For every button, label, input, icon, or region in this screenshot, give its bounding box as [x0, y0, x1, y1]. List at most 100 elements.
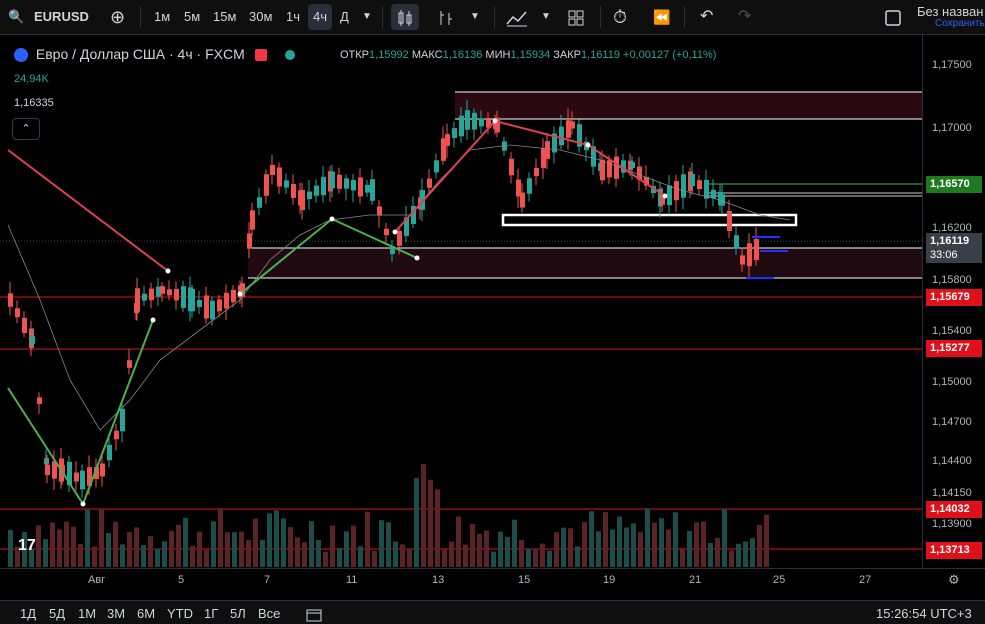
- candle-body: [257, 197, 262, 208]
- candle-body: [614, 156, 619, 179]
- timeframe-1m[interactable]: 1м: [154, 9, 171, 24]
- volume-bar: [281, 518, 286, 567]
- volume-bar: [498, 531, 503, 567]
- candle-body: [291, 183, 296, 199]
- candle-body: [411, 206, 416, 224]
- candle-body: [80, 470, 85, 490]
- tradingview-logo[interactable]: 17: [18, 537, 36, 554]
- range-1m[interactable]: 1М: [78, 606, 97, 621]
- alert-clock-icon[interactable]: ⏱: [613, 7, 628, 27]
- volume-bar: [722, 508, 727, 567]
- timeframe-5m[interactable]: 5м: [184, 9, 201, 24]
- redo-icon[interactable]: ↷: [738, 8, 752, 25]
- volume-bar: [190, 545, 195, 567]
- timeframe-15m[interactable]: 15м: [213, 9, 237, 24]
- range-5y[interactable]: 5Л: [230, 606, 246, 621]
- volume-bar: [57, 529, 62, 567]
- volume-bar: [211, 521, 216, 567]
- time-axis[interactable]: [0, 568, 985, 595]
- timeframe-30m[interactable]: 30м: [249, 9, 273, 24]
- range-3m[interactable]: 3М: [107, 606, 126, 621]
- candle-body: [307, 191, 312, 200]
- volume-bar: [197, 531, 202, 567]
- range-all[interactable]: Все: [258, 606, 281, 621]
- chevron-down-icon[interactable]: ▼: [362, 11, 372, 22]
- bars-icon[interactable]: [436, 4, 454, 30]
- range-ytd[interactable]: YTD: [167, 606, 193, 621]
- date-range-icon[interactable]: [306, 606, 322, 622]
- time-tick: 19: [603, 574, 616, 586]
- indicators-icon[interactable]: [506, 4, 528, 30]
- volume-bar: [106, 533, 111, 567]
- layout-grid-icon[interactable]: [567, 4, 585, 30]
- open-value: 1,15992: [369, 49, 409, 61]
- low-value: 1,15934: [510, 49, 551, 61]
- settings-gear-icon[interactable]: ⚙: [948, 572, 960, 587]
- layout-name[interactable]: Без назван: [917, 4, 984, 19]
- candle-body: [224, 292, 229, 309]
- search-icon[interactable]: 🔍: [8, 9, 25, 24]
- status-dot-icon: [284, 50, 295, 61]
- clock[interactable]: 15:26:54 UTC+3: [876, 606, 972, 621]
- volume-bar: [638, 532, 643, 567]
- candle-body: [630, 161, 635, 169]
- volume-bar: [519, 539, 524, 567]
- range-5d[interactable]: 5Д: [49, 606, 66, 621]
- chevron-down-icon[interactable]: ▼: [470, 11, 480, 22]
- volume-bar: [526, 548, 531, 567]
- volume-bar: [512, 519, 517, 567]
- volume-bar: [694, 522, 699, 567]
- volume-bar: [169, 530, 174, 567]
- candle-body: [250, 210, 255, 230]
- volume-bar: [64, 521, 69, 567]
- chevron-down-icon[interactable]: ▼: [541, 11, 551, 22]
- candle-body: [660, 195, 665, 205]
- timeframe-1h[interactable]: 1ч: [286, 9, 301, 24]
- volume-bar: [295, 537, 300, 567]
- candle-body: [377, 206, 382, 216]
- price-chart[interactable]: [0, 35, 922, 568]
- collapse-legend-button[interactable]: ⌃: [12, 118, 40, 140]
- volume-bar: [617, 516, 622, 567]
- add-symbol-icon[interactable]: ⊕: [110, 7, 126, 27]
- replay-icon[interactable]: ⏪: [653, 9, 671, 25]
- chart-pane[interactable]: [0, 35, 922, 568]
- price-tag: 1,16570: [926, 176, 982, 193]
- price-tick: 1,13900: [932, 518, 972, 530]
- undo-icon[interactable]: ↶: [700, 8, 714, 25]
- candles-icon[interactable]: [391, 4, 419, 30]
- range-1d[interactable]: 1Д: [20, 606, 37, 621]
- symbol-search[interactable]: EURUSD: [34, 9, 89, 24]
- layout-icon[interactable]: [884, 4, 902, 30]
- save-label[interactable]: Сохранить: [935, 18, 985, 29]
- volume-bar: [183, 517, 188, 567]
- volume-bar: [449, 541, 454, 567]
- candle-body: [231, 289, 236, 303]
- candle-body: [190, 288, 195, 312]
- volume-bar: [470, 523, 475, 567]
- range-6m[interactable]: 6М: [137, 606, 156, 621]
- volume-bar: [274, 510, 279, 567]
- volume-bar: [673, 512, 678, 567]
- volume-bar: [631, 523, 636, 567]
- candle-body: [30, 336, 35, 344]
- candle-body: [370, 179, 375, 201]
- divider: [382, 6, 383, 28]
- candle-body: [264, 174, 269, 196]
- candle-body: [160, 286, 165, 294]
- candle-body: [270, 164, 275, 176]
- timeframe-4h[interactable]: 4ч: [308, 4, 333, 30]
- candle-body: [15, 308, 20, 318]
- volume-bar: [603, 512, 608, 567]
- candle-body: [607, 160, 612, 178]
- volume-bar: [113, 521, 118, 567]
- timeframe-1d[interactable]: Д: [340, 9, 349, 24]
- candle-body: [94, 466, 99, 480]
- candle-body: [45, 464, 50, 476]
- volume-bar: [456, 516, 461, 567]
- volume-bar: [323, 551, 328, 567]
- candle-body: [390, 245, 395, 255]
- candle-body: [486, 119, 491, 128]
- range-1y[interactable]: 1Г: [204, 606, 219, 621]
- candle-body: [559, 126, 564, 146]
